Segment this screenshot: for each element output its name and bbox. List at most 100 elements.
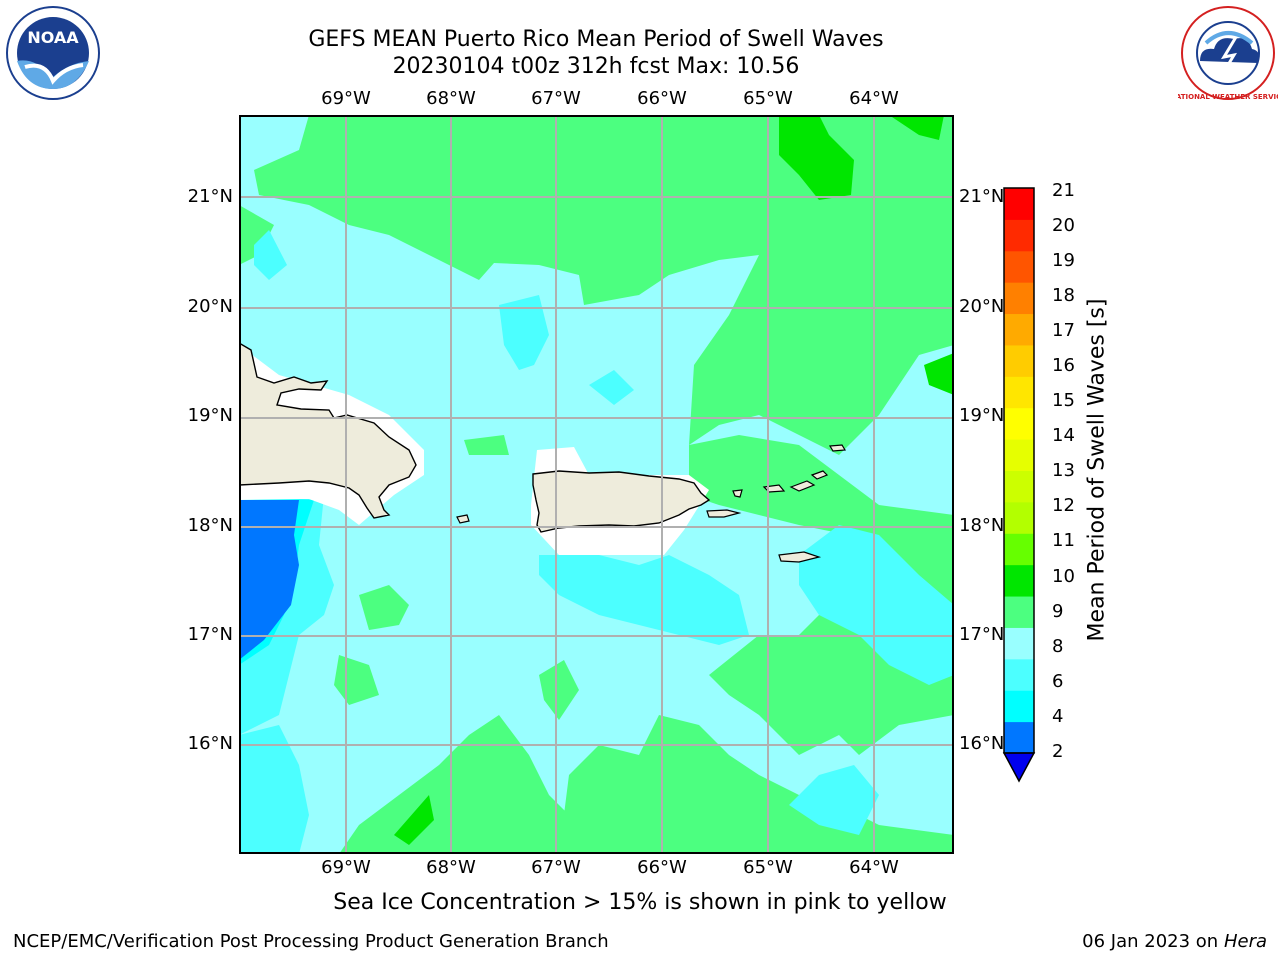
- lon-label-top-66w: 66°W: [637, 88, 687, 109]
- colorbar-swatch: [1004, 313, 1034, 346]
- colorbar-swatch: [1004, 564, 1034, 597]
- colorbar-tick-19: 19: [1052, 250, 1075, 271]
- swell-field-6-8-southwest: [239, 725, 309, 854]
- lat-label-left-19n: 19°N: [187, 405, 233, 426]
- swell-field-6-8-se: [789, 765, 879, 835]
- land-virgin-gorda: [810, 470, 829, 480]
- colorbar-swatch: [1004, 282, 1034, 315]
- swell-field-6-8-east: [799, 525, 954, 685]
- colorbar-swatch: [1004, 658, 1034, 691]
- colorbar-tick-6: 6: [1052, 671, 1064, 692]
- generation-host: Hera: [1223, 931, 1267, 952]
- colorbar-tick-9: 9: [1052, 601, 1064, 622]
- land-culebra: [732, 489, 743, 498]
- lon-label-top-67w: 67°W: [531, 88, 581, 109]
- swell-field-6-8-center: [539, 555, 749, 645]
- lon-label-top-64w: 64°W: [849, 88, 899, 109]
- colorbar-tick-20: 20: [1052, 215, 1075, 236]
- swell-field-9-10-small-1: [359, 585, 409, 630]
- swell-field-9-10-south: [339, 715, 579, 854]
- nws-logo: NATIONAL WEATHER SERVICE: [1178, 6, 1278, 101]
- swell-field-10-11-ne: [779, 115, 854, 200]
- lon-label-bottom-65w: 65°W: [743, 857, 793, 878]
- lon-label-bottom-68w: 68°W: [426, 857, 476, 878]
- land-anegada: [828, 444, 847, 452]
- swell-field-9-10-small-3: [539, 660, 579, 720]
- colorbar-swatch: [1004, 690, 1034, 723]
- sea-ice-note: Sea Ice Concentration > 15% is shown in …: [333, 890, 947, 915]
- graticule: [239, 115, 954, 854]
- colorbar-tick-18: 18: [1052, 285, 1075, 306]
- noaa-logo-text: NOAA: [27, 28, 79, 47]
- swell-field-10-11-south: [394, 795, 434, 845]
- lon-label-bottom-66w: 66°W: [637, 857, 687, 878]
- generation-date: 06 Jan 2023 on Hera: [1082, 931, 1267, 952]
- lat-label-right-20n: 20°N: [959, 296, 1005, 317]
- lat-label-left-17n: 17°N: [187, 624, 233, 645]
- nws-logo-text: NATIONAL WEATHER SERVICE: [1178, 93, 1278, 101]
- colorbar-frame: [1003, 187, 1035, 754]
- colorbar-tick-11: 11: [1052, 530, 1075, 551]
- land-tortola: [789, 480, 816, 492]
- land-mona-island: [456, 514, 470, 524]
- swell-field-9-10-small-4: [464, 435, 509, 455]
- colorbar-swatch: [1004, 188, 1034, 220]
- colorbar-tick-13: 13: [1052, 460, 1075, 481]
- lon-label-bottom-69w: 69°W: [321, 857, 371, 878]
- colorbar-title: Mean Period of Swell Waves [s]: [1084, 298, 1110, 642]
- land-st-croix: [778, 551, 822, 563]
- lat-label-right-17n: 17°N: [959, 624, 1005, 645]
- colorbar-swatch: [1004, 407, 1034, 440]
- colorbar-tick-2: 2: [1052, 741, 1064, 762]
- colorbar-tick-17: 17: [1052, 320, 1075, 341]
- colorbar-tick-12: 12: [1052, 495, 1075, 516]
- noaa-logo: NOAA: [6, 6, 100, 100]
- swell-field-9-10-northwest: [239, 205, 274, 265]
- plot-subtitle: 20230104 t00z 312h fcst Max: 10.56: [392, 54, 800, 79]
- lat-label-left-20n: 20°N: [187, 296, 233, 317]
- lon-label-top-68w: 68°W: [426, 88, 476, 109]
- lat-label-right-18n: 18°N: [959, 515, 1005, 536]
- colorbar-swatch: [1004, 470, 1034, 503]
- producer-credit: NCEP/EMC/Verification Post Processing Pr…: [13, 931, 609, 952]
- colorbar-swatch: [1004, 439, 1034, 471]
- swell-field-9-10-north: [254, 115, 954, 455]
- land-puerto-rico: [532, 470, 711, 533]
- swell-field-6-8-n2: [589, 370, 634, 405]
- map-frame: [239, 115, 954, 854]
- lon-label-bottom-67w: 67°W: [531, 857, 581, 878]
- lat-label-left-16n: 16°N: [187, 733, 233, 754]
- lon-label-top-65w: 65°W: [743, 88, 793, 109]
- swell-field-6-8-n1: [499, 295, 549, 370]
- swell-field-10-11-east: [924, 353, 954, 395]
- colorbar-swatch: [1004, 250, 1034, 283]
- colorbar-tick-16: 16: [1052, 355, 1075, 376]
- colorbar-swatch: [1004, 501, 1034, 534]
- lat-label-left-21n: 21°N: [187, 186, 233, 207]
- colorbar: [1002, 187, 1036, 783]
- colorbar-swatch: [1004, 219, 1034, 252]
- colorbar-tick-4: 4: [1052, 706, 1064, 727]
- lat-label-right-19n: 19°N: [959, 405, 1005, 426]
- colorbar-tick-14: 14: [1052, 425, 1075, 446]
- colorbar-extension: [1002, 752, 1036, 783]
- colorbar-swatch: [1004, 376, 1034, 409]
- colorbar-tick-15: 15: [1052, 390, 1075, 411]
- swell-field-9-10-east: [689, 435, 954, 755]
- colorbar-swatch: [1004, 344, 1034, 377]
- colorbar-swatch: [1004, 627, 1034, 660]
- swell-field-2-4-west: [239, 500, 299, 660]
- land-hispaniola: [239, 342, 417, 519]
- lat-label-right-16n: 16°N: [959, 733, 1005, 754]
- swell-field-6-8-n3: [254, 230, 287, 280]
- generation-date-text: 06 Jan 2023 on: [1082, 931, 1219, 952]
- swell-field-10-11-ne2: [889, 115, 944, 140]
- plot-title: GEFS MEAN Puerto Rico Mean Period of Swe…: [308, 27, 884, 52]
- colorbar-swatch: [1004, 533, 1034, 566]
- lat-label-right-21n: 21°N: [959, 186, 1005, 207]
- colorbar-tick-21: 21: [1052, 180, 1075, 201]
- colorbar-swatch: [1004, 721, 1034, 754]
- lat-label-left-18n: 18°N: [187, 515, 233, 536]
- lon-label-top-69w: 69°W: [321, 88, 371, 109]
- lon-label-bottom-64w: 64°W: [849, 857, 899, 878]
